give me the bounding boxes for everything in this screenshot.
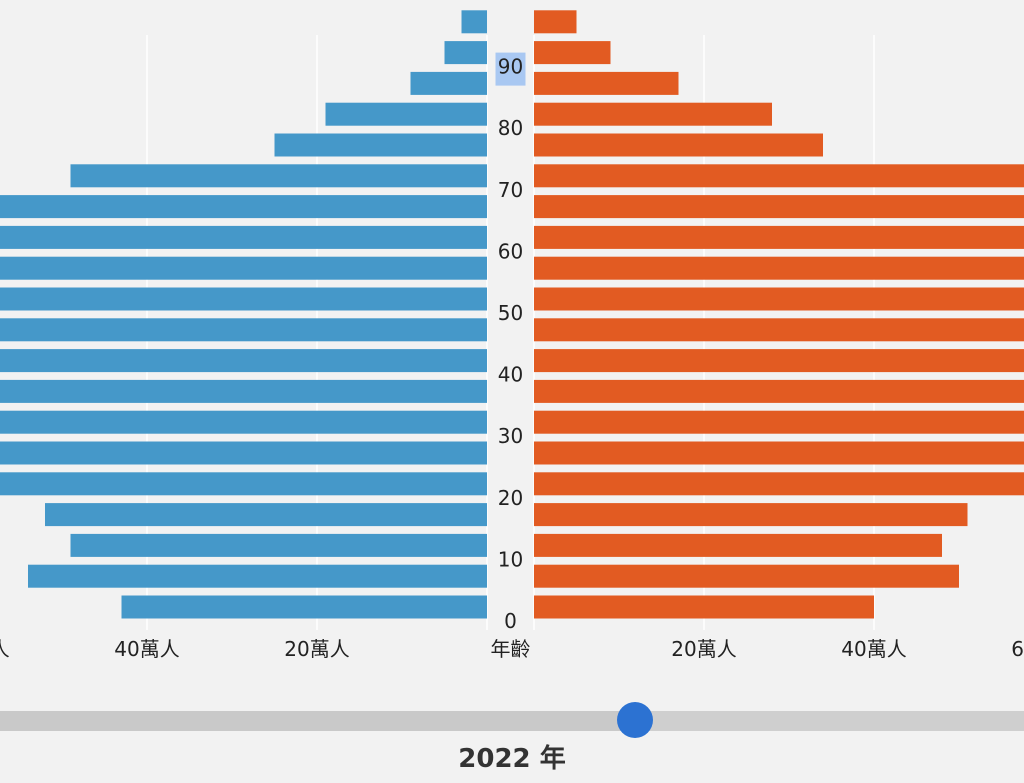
bar-right-age-45 xyxy=(534,318,1024,342)
age-tick-label: 20 xyxy=(498,486,523,510)
age-tick-label: 40 xyxy=(498,363,523,387)
x-tick-label-left: 60萬人 xyxy=(0,637,10,661)
bar-left-age-0 xyxy=(121,595,487,619)
bar-left-age-70 xyxy=(70,164,487,188)
bar-left-age-45 xyxy=(0,318,487,342)
year-slider-fill xyxy=(0,711,635,731)
bar-right-age-20 xyxy=(534,472,1024,496)
bar-left-age-80 xyxy=(325,102,487,126)
bar-right-age-80 xyxy=(534,102,772,126)
bar-right-age-55 xyxy=(534,256,1024,280)
bar-left-age-20 xyxy=(0,472,487,496)
year-value: 2022 xyxy=(458,744,531,774)
x-tick-label-right: 40萬人 xyxy=(841,637,906,661)
left-series-bars xyxy=(0,10,487,619)
bar-left-age-40 xyxy=(0,349,487,373)
bar-left-age-10 xyxy=(70,533,487,557)
right-series-bars xyxy=(534,10,1024,619)
bar-left-age-65 xyxy=(0,195,487,219)
year-unit: 年 xyxy=(539,744,566,774)
bar-right-age-25 xyxy=(534,441,1024,465)
bar-right-age-30 xyxy=(534,410,1024,434)
age-tick-label: 80 xyxy=(498,116,523,140)
x-tick-label-right: 20萬人 xyxy=(671,637,736,661)
bar-right-age-35 xyxy=(534,379,1024,403)
year-slider-track[interactable] xyxy=(0,711,1024,731)
age-tick-label: 70 xyxy=(498,178,523,202)
bar-left-age-75 xyxy=(274,133,487,157)
age-tick-label: 0 xyxy=(504,609,517,633)
bar-right-age-60 xyxy=(534,225,1024,249)
bar-left-age-55 xyxy=(0,256,487,280)
bar-left-age-15 xyxy=(45,503,487,527)
age-tick-label: 60 xyxy=(498,239,523,263)
bar-right-age-65 xyxy=(534,195,1024,219)
bar-right-age-10 xyxy=(534,533,942,557)
x-axis-labels: 100萬人80萬人60萬人40萬人20萬人20萬人40萬人60萬人80萬人100… xyxy=(0,637,1024,661)
bar-left-age-35 xyxy=(0,379,487,403)
bar-left-age-60 xyxy=(0,225,487,249)
bar-right-age-90 xyxy=(534,41,611,65)
bar-left-age-50 xyxy=(0,287,487,311)
age-tick-label: 90 xyxy=(498,55,523,79)
bar-right-age-70 xyxy=(534,164,1024,188)
bar-right-age-5 xyxy=(534,564,959,588)
bar-right-age-50 xyxy=(534,287,1024,311)
year-label: 2022 年 xyxy=(0,738,1024,775)
year-slider-handle[interactable] xyxy=(616,702,653,738)
bar-right-age-15 xyxy=(534,503,968,527)
x-tick-label-left: 20萬人 xyxy=(284,637,349,661)
bar-left-age-30 xyxy=(0,410,487,434)
x-tick-label-right: 60萬人 xyxy=(1011,637,1024,661)
age-tick-label: 50 xyxy=(498,301,523,325)
bar-left-age-5 xyxy=(28,564,487,588)
bar-right-age-40 xyxy=(534,349,1024,373)
age-tick-label: 10 xyxy=(498,547,523,571)
bar-right-age-95 xyxy=(534,10,577,34)
age-axis-labels: 0 10 20 30 40 50 60 70 80 90 xyxy=(498,55,523,633)
bar-left-age-25 xyxy=(0,441,487,465)
age-tick-highlight xyxy=(495,52,526,86)
bar-left-age-95 xyxy=(461,10,487,34)
age-axis-title: 年齡 xyxy=(491,637,531,661)
age-tick-label: 30 xyxy=(498,424,523,448)
bar-left-age-90 xyxy=(444,41,487,65)
bar-right-age-85 xyxy=(534,71,679,95)
bar-right-age-75 xyxy=(534,133,823,157)
bar-right-age-0 xyxy=(534,595,874,619)
x-tick-label-left: 40萬人 xyxy=(114,637,179,661)
bar-left-age-85 xyxy=(410,71,487,95)
